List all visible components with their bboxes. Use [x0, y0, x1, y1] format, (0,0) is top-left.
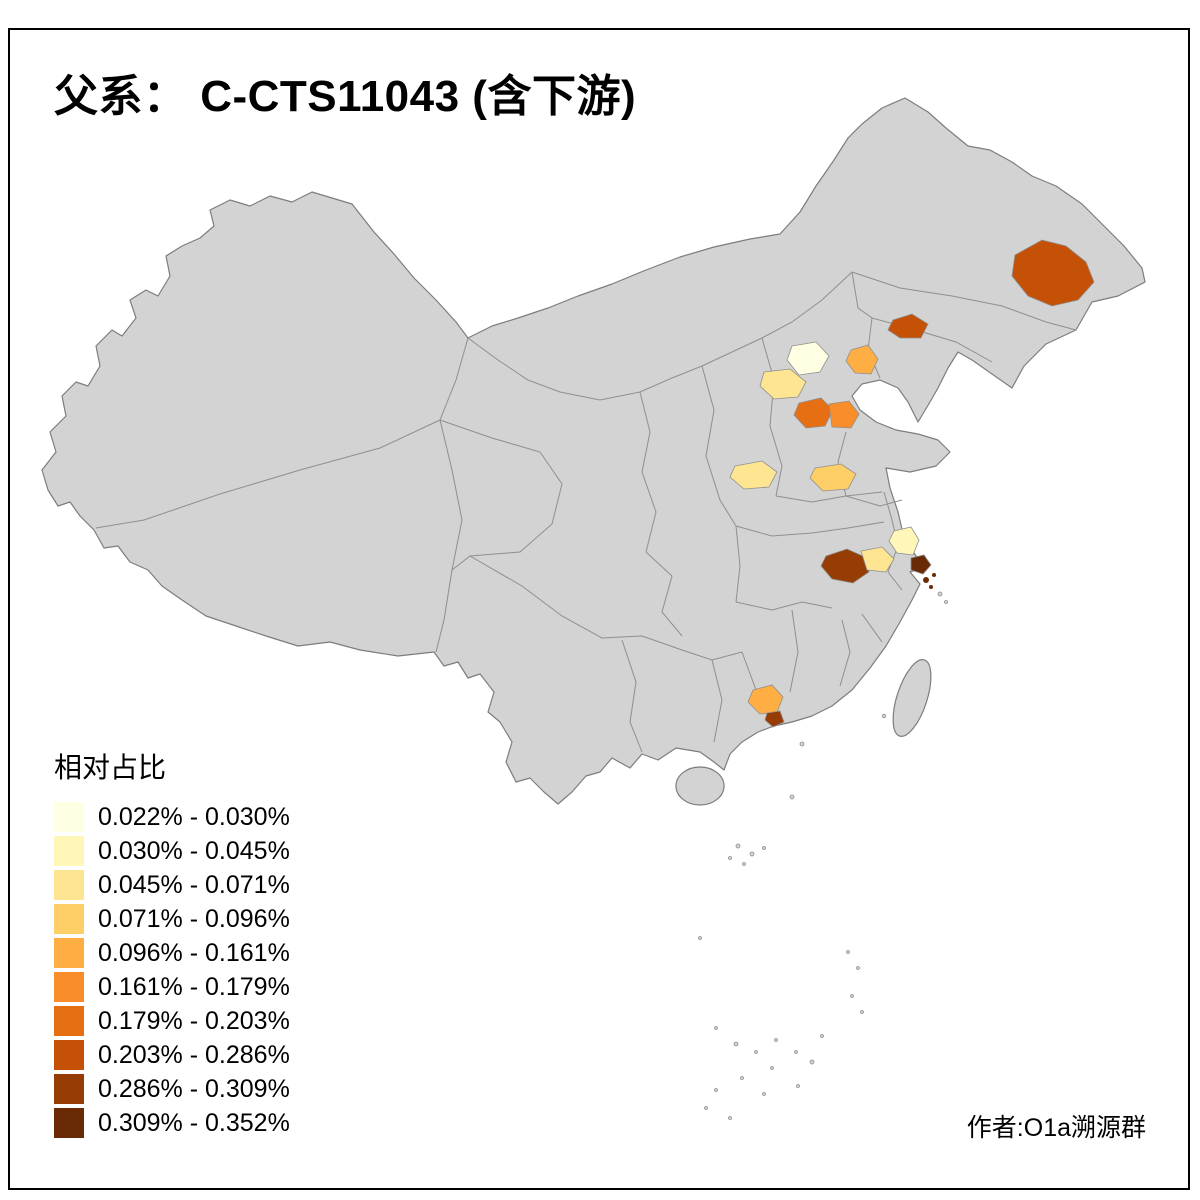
legend-row: 0.203% - 0.286%	[54, 1040, 290, 1070]
region-central-shanxi	[729, 460, 778, 490]
highlighted-regions	[729, 239, 1095, 728]
region-east-heilongjiang	[1011, 239, 1095, 307]
legend-label: 0.030% - 0.045%	[98, 836, 290, 865]
legend-label: 0.096% - 0.161%	[98, 938, 290, 967]
legend-swatch	[54, 1074, 84, 1104]
map-title: 父系： C-CTS11043 (含下游)	[54, 72, 637, 121]
legend-label: 0.309% - 0.352%	[98, 1108, 290, 1137]
region-beijing-area	[786, 341, 830, 376]
legend-row: 0.286% - 0.309%	[54, 1074, 290, 1104]
legend-swatch	[54, 1108, 84, 1138]
legend-swatch	[54, 1006, 84, 1036]
legend-row: 0.071% - 0.096%	[54, 904, 290, 934]
legend-swatch	[54, 1040, 84, 1070]
region-west-liaoning	[887, 313, 929, 339]
legend-row: 0.309% - 0.352%	[54, 1108, 290, 1138]
region-east-henan	[809, 463, 857, 492]
region-zhoushan-islands	[923, 573, 936, 589]
legend-swatch	[54, 802, 84, 832]
legend-label: 0.179% - 0.203%	[98, 1006, 290, 1035]
region-south-hebei-west	[793, 397, 834, 429]
legend-row: 0.022% - 0.030%	[54, 802, 290, 832]
legend-label: 0.022% - 0.030%	[98, 802, 290, 831]
region-pearl-river-delta	[764, 710, 785, 728]
region-shanghai	[910, 554, 932, 575]
china-mainland	[41, 97, 1146, 805]
legend: 相对占比 0.022% - 0.030% 0.030% - 0.045% 0.045…	[54, 746, 290, 1142]
legend-row: 0.030% - 0.045%	[54, 836, 290, 866]
legend-swatch	[54, 904, 84, 934]
china-landmass	[41, 97, 1146, 806]
legend-title: 相对占比	[54, 752, 167, 783]
legend-label: 0.045% - 0.071%	[98, 870, 290, 899]
legend-swatch	[54, 938, 84, 968]
region-southwest-anhui	[820, 548, 870, 584]
small-islands	[698, 591, 948, 1120]
legend-swatch	[54, 836, 84, 866]
province-borders	[95, 271, 1077, 753]
legend-label: 0.161% - 0.179%	[98, 972, 290, 1001]
legend-swatch	[54, 870, 84, 900]
legend-row: 0.161% - 0.179%	[54, 972, 290, 1002]
legend-row: 0.096% - 0.161%	[54, 938, 290, 968]
legend-row: 0.045% - 0.071%	[54, 870, 290, 900]
taiwan-island	[892, 659, 932, 737]
hainan-island	[675, 766, 725, 806]
legend-rows: 0.022% - 0.030% 0.030% - 0.045% 0.045% - 0…	[54, 802, 290, 1138]
author-credit: 作者:O1a溯源群	[966, 1114, 1146, 1142]
region-south-hebei-east	[828, 400, 860, 429]
region-south-anhui	[860, 546, 895, 573]
region-south-jiangsu	[888, 526, 920, 556]
region-northwest-hebei	[759, 368, 807, 400]
legend-swatch	[54, 972, 84, 1002]
region-east-hebei-coast	[845, 344, 879, 375]
legend-row: 0.179% - 0.203%	[54, 1006, 290, 1036]
legend-label: 0.286% - 0.309%	[98, 1074, 290, 1103]
legend-label: 0.071% - 0.096%	[98, 904, 290, 933]
legend-label: 0.203% - 0.286%	[98, 1040, 290, 1069]
